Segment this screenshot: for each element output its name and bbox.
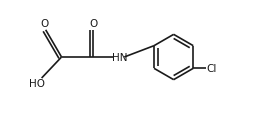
- Text: O: O: [89, 19, 97, 29]
- Text: HO: HO: [29, 78, 45, 88]
- Text: HN: HN: [111, 53, 127, 62]
- Text: O: O: [40, 19, 49, 29]
- Text: Cl: Cl: [207, 64, 217, 74]
